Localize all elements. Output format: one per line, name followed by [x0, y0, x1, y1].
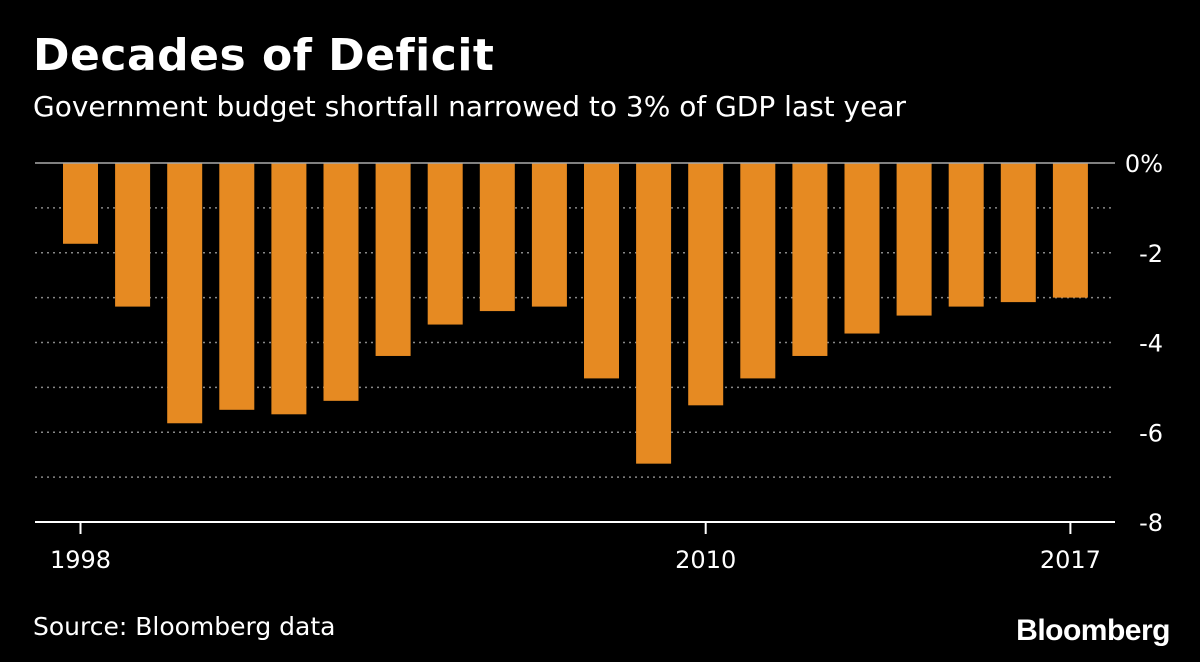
- bar-2004: [375, 163, 411, 356]
- x-tick-label: 2017: [1040, 546, 1101, 574]
- bar-2006: [479, 163, 515, 312]
- bar-1999: [115, 163, 151, 307]
- bar-2017: [1052, 163, 1088, 298]
- bloomberg-logo: Bloomberg: [1016, 614, 1170, 647]
- y-tick-label: -4: [1139, 330, 1163, 358]
- y-tick-label: 0%: [1125, 150, 1163, 178]
- bar-2002: [271, 163, 307, 415]
- bar-2005: [427, 163, 463, 325]
- source-note: Source: Bloomberg data: [33, 612, 336, 641]
- chart-subtitle: Government budget shortfall narrowed to …: [33, 90, 907, 123]
- bars: [63, 163, 1088, 464]
- bar-2016: [1000, 163, 1036, 303]
- bar-1998: [63, 163, 98, 244]
- chart-title: Decades of Deficit: [33, 30, 495, 81]
- bar-2008: [584, 163, 619, 379]
- grid-lines: [35, 207, 1115, 478]
- bar-2013: [844, 163, 880, 334]
- x-tick-label: 2010: [675, 546, 736, 574]
- y-tick-label: -8: [1139, 509, 1163, 537]
- bar-2011: [740, 163, 776, 379]
- bar-2010: [688, 163, 724, 406]
- bar-2000: [167, 163, 203, 424]
- tick-labels: 0% -2 -4 -6 -8 1998 2010 2017: [50, 150, 1163, 574]
- bar-2012: [792, 163, 828, 356]
- bar-2014: [896, 163, 932, 316]
- bar-2001: [219, 163, 255, 410]
- bar-2009: [636, 163, 672, 464]
- x-tick-label: 1998: [50, 546, 111, 574]
- bar-2007: [531, 163, 567, 307]
- x-axis: [35, 162, 1115, 534]
- y-tick-label: -6: [1139, 419, 1163, 447]
- y-tick-label: -2: [1139, 240, 1163, 268]
- bar-2003: [323, 163, 359, 401]
- bar-2015: [948, 163, 984, 307]
